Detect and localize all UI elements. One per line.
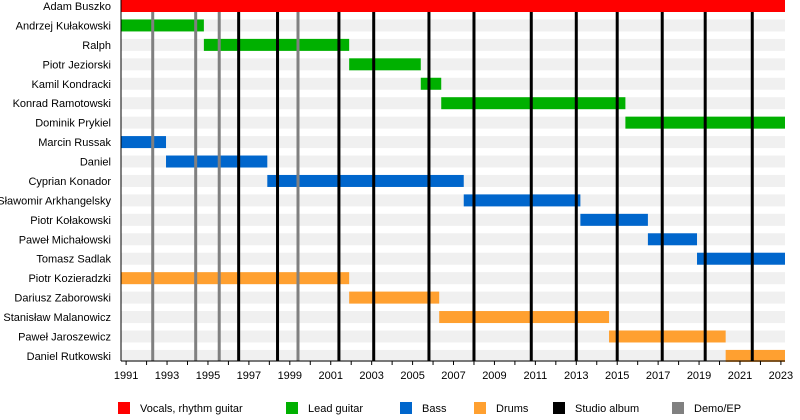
x-tick-label: 2017 — [646, 370, 670, 382]
row-stripe — [121, 252, 785, 265]
row-stripe — [121, 58, 785, 71]
member-label: Andrzej Kułakowski — [16, 20, 111, 32]
legend-label: Bass — [422, 403, 447, 415]
demo-ep-line — [217, 12, 221, 361]
member-bar — [441, 97, 626, 110]
legend-swatch — [672, 402, 684, 414]
studio-album-line — [703, 12, 707, 361]
member-bar — [349, 58, 421, 71]
legend-label: Drums — [496, 403, 529, 415]
row-stripe — [121, 194, 785, 207]
studio-album-line — [472, 12, 476, 361]
x-tick-label: 2007 — [441, 370, 465, 382]
member-bar — [166, 155, 268, 168]
studio-album-line — [660, 12, 664, 361]
member-bar — [609, 330, 726, 343]
row-stripe — [121, 349, 785, 362]
x-tick-label: 2015 — [605, 370, 629, 382]
member-bar — [121, 0, 785, 12]
legend-swatch — [474, 402, 486, 414]
member-bar — [697, 252, 785, 265]
member-label: Dariusz Zaborowski — [14, 293, 111, 305]
x-tick-label: 2021 — [728, 370, 752, 382]
member-label: Cyprian Konador — [28, 176, 111, 188]
row-stripe — [121, 77, 785, 90]
x-tick-label: 1993 — [155, 370, 179, 382]
studio-album-line — [237, 12, 241, 361]
x-tick-label: 2019 — [687, 370, 711, 382]
legend-label: Lead guitar — [308, 403, 363, 415]
x-tick-label: 2009 — [482, 370, 506, 382]
x-tick-label: 1999 — [278, 370, 302, 382]
member-bar — [121, 272, 350, 285]
member-label: Paweł Jaroszewicz — [18, 331, 111, 343]
studio-album-line — [427, 12, 431, 361]
row-stripe — [121, 116, 785, 129]
legend-label: Studio album — [575, 403, 639, 415]
member-label: Sławomir Arkhangelsky — [0, 195, 111, 207]
member-bar — [349, 291, 440, 304]
x-tick-label: 2013 — [564, 370, 588, 382]
member-label: Daniel — [80, 157, 111, 169]
member-bar — [463, 194, 581, 207]
demo-ep-line — [194, 12, 198, 361]
x-tick-label: 1997 — [237, 370, 261, 382]
member-label: Tomasz Sadlak — [36, 254, 111, 266]
member-bar — [439, 311, 610, 324]
row-stripe — [121, 136, 785, 149]
member-label: Konrad Ramotowski — [13, 98, 111, 110]
member-label: Kamil Kondracki — [32, 79, 111, 91]
member-bar — [121, 19, 204, 32]
member-label: Paweł Michałowski — [19, 234, 111, 246]
legend-swatch — [553, 402, 565, 414]
legend-swatch — [118, 402, 130, 414]
member-bar — [267, 174, 464, 187]
member-label: Ralph — [82, 40, 111, 52]
x-tick-label: 2001 — [318, 370, 342, 382]
legend-swatch — [286, 402, 298, 414]
member-label: Piotr Kołakowski — [30, 215, 111, 227]
row-stripe — [121, 233, 785, 246]
x-tick-label: 2023 — [769, 370, 793, 382]
member-bar — [121, 136, 167, 149]
x-tick-label: 2011 — [524, 370, 548, 382]
demo-ep-line — [151, 12, 155, 361]
studio-album-line — [276, 12, 280, 361]
studio-album-line — [529, 12, 533, 361]
member-label: Adam Buszko — [43, 1, 111, 13]
member-bar — [725, 349, 785, 362]
member-label: Marcin Russak — [38, 137, 111, 149]
row-stripe — [121, 291, 785, 304]
x-tick-label: 2003 — [359, 370, 383, 382]
x-tick-label: 1995 — [196, 370, 220, 382]
member-label: Piotr Kozieradzki — [28, 273, 111, 285]
member-label: Daniel Rutkowski — [27, 351, 111, 363]
legend-label: Vocals, rhythm guitar — [140, 403, 243, 415]
x-tick-label: 2005 — [400, 370, 424, 382]
studio-album-line — [372, 12, 376, 361]
row-stripe — [121, 19, 785, 32]
member-bar — [580, 213, 648, 226]
member-label: Dominik Prykiel — [35, 118, 111, 130]
member-bar — [647, 233, 698, 246]
x-tick-label: 1991 — [114, 370, 138, 382]
studio-album-line — [337, 12, 341, 361]
member-label: Stanisław Malanowicz — [3, 312, 111, 324]
studio-album-line — [574, 12, 578, 361]
member-label: Piotr Jeziorski — [43, 59, 111, 71]
row-stripe — [121, 155, 785, 168]
legend-swatch — [400, 402, 412, 414]
legend-label: Demo/EP — [694, 403, 741, 415]
member-bar — [420, 77, 442, 90]
studio-album-line — [615, 12, 619, 361]
studio-album-line — [750, 12, 754, 361]
demo-ep-line — [296, 12, 300, 361]
